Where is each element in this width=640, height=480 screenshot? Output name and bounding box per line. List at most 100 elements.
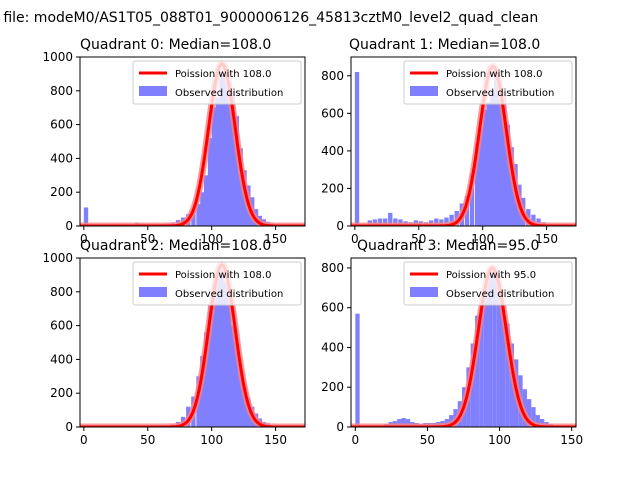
histogram-bar <box>475 315 480 427</box>
figure-suptitle: n file: modeM0/AS1T05_088T01_9000006126_… <box>0 10 538 26</box>
legend-label-observed: Observed distribution <box>175 88 283 99</box>
subplot-title-3: Quadrant 3: Median=95.0 <box>357 238 539 254</box>
histogram-bar <box>200 356 205 427</box>
legend-label-observed: Observed distribution <box>446 289 554 300</box>
histogram-bar <box>531 407 536 427</box>
histogram-bar <box>479 299 484 427</box>
y-tick-label: 200 <box>321 181 344 195</box>
y-tick-label: 1000 <box>42 50 73 64</box>
y-tick-label: 800 <box>321 261 344 275</box>
subplot-title-2: Quadrant 2: Median=108.0 <box>80 238 271 254</box>
x-tick-label: 50 <box>411 232 426 246</box>
histogram-bar <box>444 217 449 226</box>
histogram-bar <box>215 274 220 427</box>
x-tick-label: 50 <box>140 433 155 447</box>
axes-frame <box>79 257 306 428</box>
histogram-bar <box>483 283 489 427</box>
histogram-bar <box>494 75 499 226</box>
x-tick-label: 100 <box>200 232 223 246</box>
x-tick-label: 150 <box>264 433 287 447</box>
legend: Poission with 108.0 Observed distribution <box>132 261 302 306</box>
axes-frame <box>350 56 577 227</box>
histogram-bar <box>191 210 196 226</box>
legend-label-poisson: Poission with 108.0 <box>175 69 271 80</box>
x-tick-label: 0 <box>352 433 360 447</box>
histogram-bar <box>505 124 511 226</box>
histogram-bar <box>211 295 217 427</box>
legend-bar-swatch <box>139 287 167 297</box>
subplot-quadrant-1: 0 50 100 150 0 200 400 600 800 Poission with 108.… <box>321 37 577 246</box>
histogram-bar <box>393 218 398 226</box>
histogram-bar <box>526 399 532 427</box>
y-tick-label: 200 <box>50 185 73 199</box>
histogram-bar <box>238 148 243 226</box>
histogram-bar <box>219 266 224 427</box>
axes-frame <box>350 257 577 428</box>
histogram-bar <box>531 214 536 226</box>
histogram-bar <box>227 295 232 427</box>
y-tick-label: 400 <box>321 144 344 158</box>
histogram-bar <box>498 79 503 226</box>
y-tick-label: 0 <box>65 219 73 233</box>
histogram-bar <box>355 313 360 427</box>
x-tick-label: 50 <box>140 232 155 246</box>
histogram-bar <box>482 109 488 226</box>
histogram-bar <box>238 369 243 427</box>
histogram-bar <box>486 102 491 226</box>
x-tick-label: 150 <box>560 433 583 447</box>
histogram-bar <box>488 267 493 427</box>
histogram-bar <box>496 279 501 427</box>
subplot-quadrant-0: 0 50 100 150 0 200 400 600 800 1000 Poission with … <box>42 37 306 246</box>
histogram-bar <box>234 116 240 226</box>
legend-bar-swatch <box>410 287 438 297</box>
y-tick-label: 200 <box>50 386 73 400</box>
histogram-bar <box>535 415 540 427</box>
histogram-bar <box>234 342 240 427</box>
y-tick-label: 800 <box>50 84 73 98</box>
histogram-bar <box>223 65 228 226</box>
axes-frame <box>79 56 306 227</box>
x-tick-label: 0 <box>80 232 88 246</box>
histogram-bar <box>501 94 507 226</box>
histogram-bar <box>382 218 388 226</box>
legend-label-poisson: Poission with 108.0 <box>175 270 271 281</box>
y-tick-label: 600 <box>50 319 73 333</box>
histogram-bar <box>219 73 224 226</box>
y-tick-label: 800 <box>50 285 73 299</box>
histogram-bar <box>204 332 209 427</box>
subplot-title-0: Quadrant 0: Median=108.0 <box>80 37 271 53</box>
histogram-bar <box>207 138 213 226</box>
histogram-bar <box>401 418 406 427</box>
histogram-bar <box>215 97 220 226</box>
legend-label-poisson: Poission with 108.0 <box>446 69 542 80</box>
y-tick-label: 1000 <box>42 251 73 265</box>
histogram-bar <box>196 204 201 226</box>
y-tick-label: 800 <box>321 69 344 83</box>
y-tick-label: 600 <box>321 301 344 315</box>
histogram-bar <box>211 107 217 226</box>
y-tick-label: 400 <box>50 352 73 366</box>
y-tick-label: 400 <box>321 340 344 354</box>
histogram-bar <box>227 82 232 226</box>
histogram-bar <box>354 72 360 226</box>
histogram-bar <box>475 143 480 226</box>
histogram-bar <box>223 281 228 427</box>
histogram-bar <box>388 212 393 226</box>
histogram-bar <box>539 419 545 427</box>
histogram-bar <box>405 419 411 427</box>
legend-label-poisson: Poission with 95.0 <box>446 270 536 281</box>
legend-label-observed: Observed distribution <box>175 289 283 300</box>
subplot-quadrant-3: 0 50 100 150 0 200 400 600 800 Poission with 95.0… <box>321 238 583 447</box>
histogram-bar <box>207 305 213 427</box>
histogram-bar <box>230 90 236 226</box>
histogram-bar <box>204 175 209 226</box>
x-tick-label: 0 <box>80 433 88 447</box>
x-tick-label: 50 <box>420 433 435 447</box>
y-tick-label: 600 <box>321 106 344 120</box>
histogram-bar <box>230 325 236 427</box>
x-tick-label: 100 <box>471 232 494 246</box>
y-tick-label: 200 <box>321 380 344 394</box>
histogram-bar <box>490 90 495 226</box>
x-tick-label: 150 <box>535 232 558 246</box>
